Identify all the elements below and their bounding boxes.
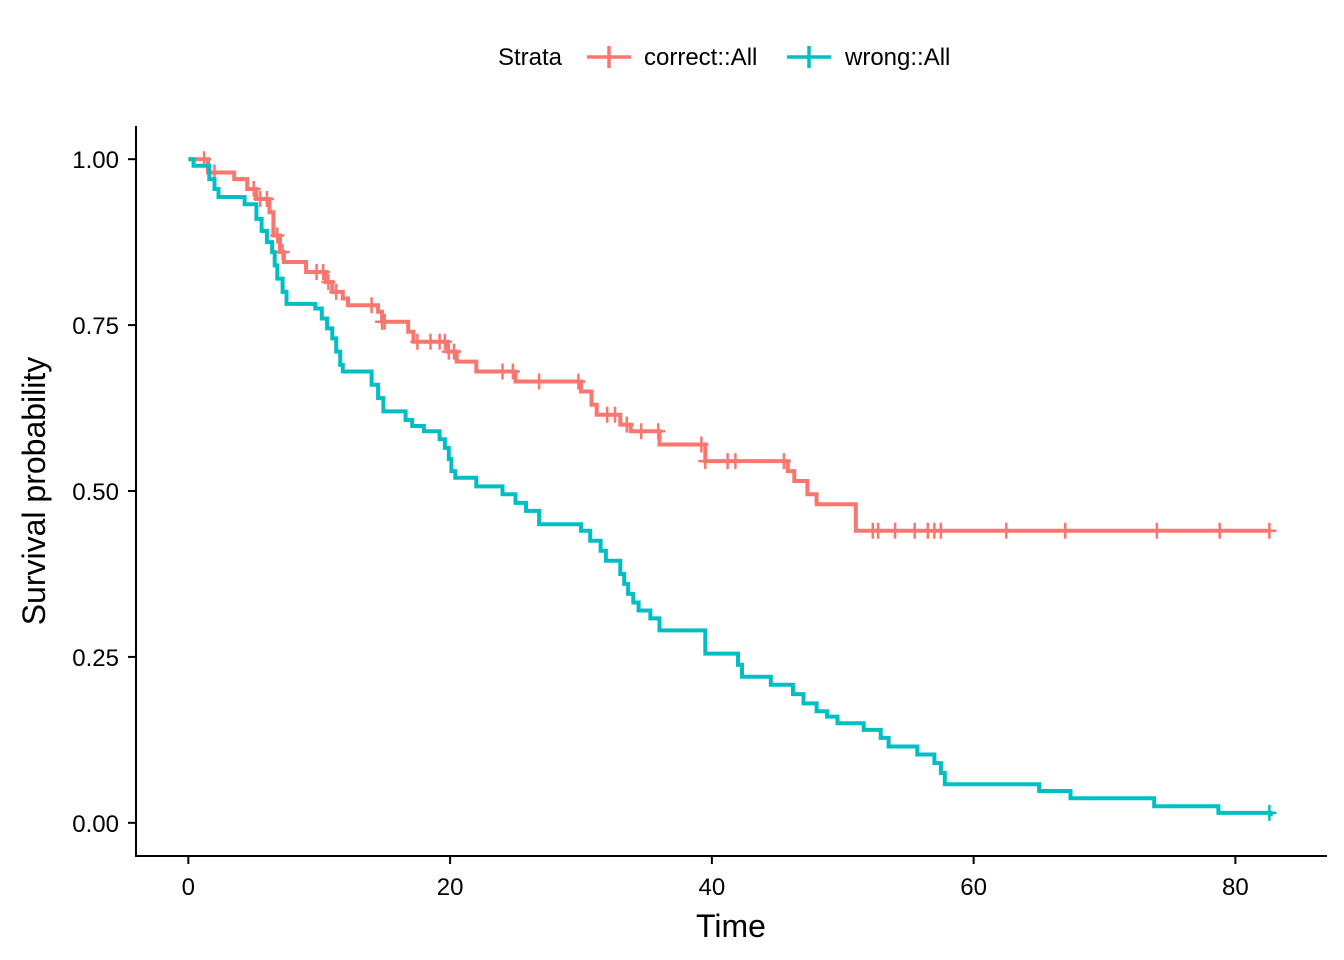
censor-mark-correct	[270, 227, 285, 244]
censor-mark-correct	[651, 423, 666, 440]
censor-mark-correct	[933, 522, 948, 539]
censor-mark-correct	[437, 333, 452, 350]
censor-mark-correct	[275, 244, 290, 261]
x-axis-title: Time	[696, 908, 766, 944]
censor-mark-correct	[447, 343, 461, 360]
censor-mark-wrong	[1262, 804, 1277, 821]
censor-mark-correct	[505, 363, 520, 380]
censor-mark-correct	[1212, 522, 1227, 539]
legend-label-correct: correct::All	[644, 44, 757, 71]
censor-mark-correct	[728, 453, 743, 470]
censor-mark-correct	[246, 181, 261, 197]
x-tick-label: 80	[1222, 874, 1249, 901]
censor-mark-correct	[999, 522, 1014, 539]
x-tick-label: 40	[699, 874, 726, 901]
y-tick-label: 0.00	[72, 811, 119, 838]
censor-mark-correct	[410, 333, 425, 350]
y-tick-label: 0.25	[72, 645, 119, 672]
censor-mark-correct	[316, 264, 331, 280]
y-ticks: 0.00 0.25 0.50 0.75 1.00	[72, 147, 136, 838]
censor-mark-correct	[776, 453, 791, 470]
censor-mark-correct	[1058, 522, 1073, 539]
censor-mark-correct	[532, 373, 547, 390]
legend: Strata correct::All wrong::All	[498, 44, 950, 71]
censor-mark-correct	[321, 274, 336, 290]
censor-mark-correct	[608, 406, 622, 423]
y-axis-title: Survival probability	[16, 357, 52, 626]
censor-mark-correct	[907, 522, 922, 539]
censor-mark-correct	[571, 373, 586, 390]
censor-mark-correct	[1149, 522, 1164, 539]
censor-mark-correct	[871, 522, 886, 539]
censor-mark-correct	[259, 191, 274, 207]
censor-mark-correct	[619, 416, 634, 433]
x-tick-label: 60	[960, 874, 987, 901]
x-tick-label: 20	[437, 874, 464, 901]
legend-label-wrong: wrong::All	[844, 44, 950, 71]
censor-mark-correct	[329, 283, 344, 300]
censor-mark-correct	[377, 313, 392, 330]
series-line-wrong	[188, 157, 1273, 817]
y-tick-label: 1.00	[72, 147, 119, 174]
censor-mark-correct	[698, 453, 713, 470]
censor-mark-correct	[1262, 522, 1277, 539]
series-layer	[188, 151, 1277, 821]
x-tick-label: 0	[182, 874, 195, 901]
y-tick-label: 0.50	[72, 479, 119, 506]
x-ticks: 0 20 40 60 80	[182, 856, 1249, 901]
series-line-correct	[188, 157, 1271, 533]
legend-title: Strata	[498, 44, 563, 71]
y-tick-label: 0.75	[72, 313, 119, 340]
censor-mark-correct	[364, 297, 379, 314]
censor-mark-correct	[634, 423, 649, 440]
censor-mark-correct	[694, 436, 709, 453]
censor-mark-correct	[888, 522, 903, 539]
